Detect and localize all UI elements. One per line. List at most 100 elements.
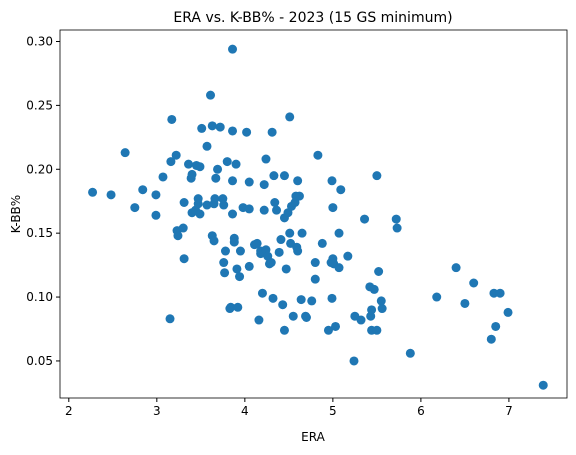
point — [215, 122, 225, 132]
point — [374, 267, 384, 276]
point — [195, 162, 205, 172]
point — [151, 210, 161, 220]
point — [106, 190, 116, 200]
point — [209, 236, 219, 246]
point — [233, 302, 243, 312]
y-tick-label: 0.30 — [26, 35, 53, 49]
y-tick-label: 0.15 — [26, 226, 53, 240]
point — [165, 314, 175, 324]
point — [334, 228, 344, 238]
x-tick-label: 2 — [65, 404, 73, 418]
point — [178, 223, 188, 233]
point — [220, 246, 230, 256]
point — [279, 171, 289, 181]
point — [274, 247, 284, 257]
point — [376, 296, 386, 306]
point — [173, 231, 183, 241]
point — [244, 261, 254, 271]
point — [372, 325, 382, 335]
point — [219, 258, 229, 268]
point — [171, 150, 181, 160]
point — [120, 148, 130, 158]
point — [293, 176, 303, 186]
point — [210, 194, 220, 204]
point — [293, 246, 303, 256]
point — [211, 173, 221, 183]
point — [281, 264, 291, 274]
point — [372, 171, 382, 181]
x-tick-label: 3 — [153, 404, 161, 418]
point — [242, 127, 252, 137]
point — [202, 200, 212, 210]
point — [184, 159, 194, 169]
point — [331, 321, 341, 331]
point — [228, 176, 238, 186]
point — [206, 90, 216, 100]
point — [334, 263, 344, 273]
x-tick-label: 7 — [505, 404, 513, 418]
point — [244, 204, 254, 214]
point — [313, 150, 323, 160]
point — [349, 356, 359, 366]
point — [252, 238, 262, 248]
point — [138, 185, 148, 195]
point — [285, 228, 295, 238]
point — [88, 187, 98, 197]
y-tick-label: 0.25 — [26, 98, 53, 112]
point — [356, 315, 366, 325]
point — [187, 169, 197, 179]
point — [538, 380, 548, 390]
point — [193, 194, 203, 204]
point — [231, 159, 241, 169]
point — [288, 311, 298, 321]
point — [296, 295, 306, 305]
point — [503, 307, 513, 317]
point — [219, 200, 229, 210]
point — [268, 293, 278, 303]
point — [294, 191, 304, 201]
point — [491, 321, 501, 331]
point — [360, 214, 370, 224]
point — [310, 274, 320, 284]
point — [336, 185, 346, 195]
point — [166, 157, 176, 167]
point — [130, 203, 140, 213]
plot-frame — [59, 29, 568, 399]
point — [226, 302, 236, 312]
point — [269, 171, 279, 181]
y-tick-label: 0.10 — [26, 290, 53, 304]
point — [213, 164, 223, 174]
point — [259, 180, 269, 190]
point — [495, 288, 505, 298]
point — [328, 203, 338, 213]
point — [222, 157, 232, 167]
point — [158, 172, 168, 182]
y-tick-label: 0.05 — [26, 354, 53, 368]
point — [254, 315, 264, 325]
point — [327, 176, 337, 186]
point — [257, 288, 267, 298]
x-tick-label: 5 — [329, 404, 337, 418]
point — [202, 141, 212, 151]
point — [266, 258, 276, 268]
point — [207, 121, 217, 131]
point — [297, 228, 307, 238]
point — [301, 313, 311, 322]
point — [307, 296, 317, 306]
point — [179, 254, 189, 264]
point — [167, 114, 177, 124]
x-tick-label: 4 — [241, 404, 249, 418]
point — [451, 263, 461, 273]
point — [235, 246, 245, 256]
point — [367, 305, 377, 315]
point — [489, 288, 499, 298]
point — [391, 214, 401, 224]
point — [285, 112, 295, 122]
point — [179, 198, 189, 207]
point — [267, 127, 277, 137]
point — [460, 298, 470, 308]
y-tick-label: 0.20 — [26, 162, 53, 176]
y-axis-label: K-BB% — [9, 195, 23, 233]
